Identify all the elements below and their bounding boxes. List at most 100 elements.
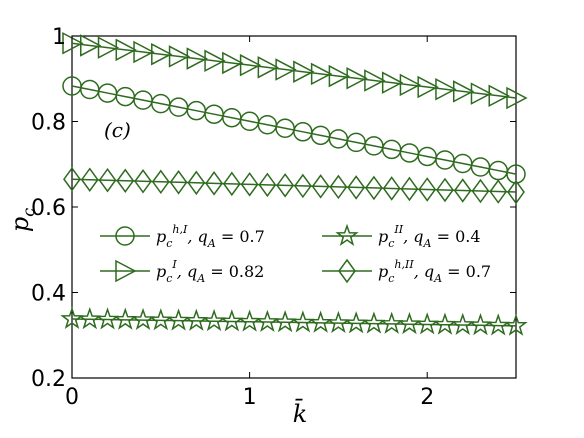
series-triangle-point bbox=[168, 45, 191, 68]
series-star-point bbox=[486, 313, 510, 336]
y-axis-title: pc bbox=[6, 208, 38, 232]
legend-item-triangle: pcI, qA = 0.82 bbox=[100, 258, 264, 285]
legend-label: pch,II, qA = 0.7 bbox=[378, 258, 491, 285]
series-triangle-point bbox=[310, 62, 333, 86]
series-diamond-point bbox=[507, 179, 525, 205]
series-star-point bbox=[237, 309, 262, 332]
y-tick-label: 1 bbox=[52, 25, 66, 50]
series-triangle bbox=[62, 32, 528, 110]
series-diamond-point bbox=[63, 166, 81, 192]
series-star-point bbox=[397, 311, 422, 335]
series-triangle-point bbox=[417, 75, 439, 99]
series-diamond-point bbox=[311, 174, 330, 199]
series-star-point bbox=[308, 310, 333, 333]
series-diamond bbox=[63, 166, 525, 205]
series-triangle-point bbox=[381, 71, 404, 94]
series-diamond-point bbox=[151, 169, 170, 195]
y-tick-label: 0.8 bbox=[31, 111, 66, 136]
series-star-point bbox=[149, 308, 173, 331]
series-triangle-point bbox=[133, 40, 155, 64]
legend-swatch-marker bbox=[115, 226, 135, 246]
series-triangle-point bbox=[186, 47, 208, 70]
series-diamond-point bbox=[134, 168, 152, 194]
series-diamond-point bbox=[169, 170, 188, 195]
series-star-point bbox=[326, 310, 351, 334]
series-diamond-point bbox=[329, 174, 348, 200]
series-star-point bbox=[362, 311, 386, 334]
series-layer bbox=[60, 32, 528, 336]
legend-swatch-marker bbox=[338, 258, 356, 284]
series-diamond-point bbox=[418, 177, 437, 202]
series-diamond-point bbox=[471, 178, 490, 204]
y-axis-title-sub: c bbox=[19, 208, 38, 217]
series-diamond-point bbox=[347, 175, 366, 200]
series-triangle-point bbox=[506, 86, 528, 110]
series-star-point bbox=[184, 308, 209, 331]
series-diamond-point bbox=[222, 171, 241, 197]
series-star-point bbox=[131, 307, 155, 331]
series-circle bbox=[62, 76, 526, 184]
series-star-point bbox=[113, 307, 137, 330]
series-triangle-point bbox=[293, 60, 315, 83]
legend-swatch-marker bbox=[335, 223, 359, 246]
legend-item-circle: pch,I, qA = 0.7 bbox=[100, 223, 265, 250]
series-diamond-point bbox=[489, 179, 508, 204]
series-diamond-point bbox=[187, 170, 206, 196]
series-star-point bbox=[95, 307, 120, 330]
y-tick-label: 0.4 bbox=[31, 282, 66, 307]
series-diamond-point bbox=[400, 176, 419, 202]
x-tick-label: 0 bbox=[65, 385, 79, 410]
series-circle-point bbox=[506, 164, 526, 184]
series-diamond-point bbox=[276, 173, 295, 198]
series-star-point bbox=[344, 311, 368, 334]
y-tick-label: 0.6 bbox=[31, 196, 66, 221]
series-triangle-point bbox=[364, 69, 386, 92]
y-axis-title-main: p bbox=[6, 217, 34, 232]
series-diamond-point bbox=[240, 172, 259, 197]
series-diamond-point bbox=[453, 178, 472, 203]
series-triangle-point bbox=[204, 49, 226, 73]
series-star-point bbox=[78, 306, 102, 330]
series-star-line bbox=[71, 318, 517, 327]
series-star-point bbox=[291, 310, 315, 333]
series-star-point bbox=[220, 309, 244, 332]
series-star-point bbox=[468, 313, 493, 336]
series-star-point bbox=[202, 308, 226, 332]
series-diamond-point bbox=[436, 177, 454, 203]
legend-label: pch,I, qA = 0.7 bbox=[156, 223, 265, 250]
plot-area: 0.2 0.4 0.6 0.8 1 0 1 2 bbox=[31, 25, 528, 410]
series-diamond-point bbox=[293, 173, 312, 199]
series-star-point bbox=[255, 309, 280, 332]
series-triangle-point bbox=[257, 56, 279, 79]
svg-text:pc: pc bbox=[6, 208, 38, 232]
series-diamond-point bbox=[258, 172, 277, 198]
series-diamond-point bbox=[364, 175, 383, 201]
legend: pch,I, qA = 0.7 pcII, qA = 0.4 pcI, qA = 0… bbox=[100, 223, 491, 285]
series-star-point bbox=[166, 308, 191, 331]
legend-label: pcII, qA = 0.4 bbox=[378, 223, 481, 250]
series-triangle-point bbox=[80, 34, 102, 57]
y-tick-label: 0.2 bbox=[31, 367, 66, 392]
series-star bbox=[60, 306, 528, 336]
series-star-point bbox=[504, 313, 528, 336]
series-diamond-point bbox=[116, 168, 135, 194]
series-star-point bbox=[273, 310, 297, 333]
series-triangle-point bbox=[346, 67, 368, 90]
x-tick-label: 1 bbox=[243, 385, 257, 410]
series-triangle-point bbox=[151, 42, 173, 66]
series-triangle-point bbox=[115, 38, 137, 62]
legend-label: pcI, qA = 0.82 bbox=[156, 258, 264, 285]
series-triangle-point bbox=[275, 58, 297, 81]
series-triangle-point bbox=[488, 84, 510, 108]
series-diamond-point bbox=[80, 167, 99, 193]
legend-swatch-marker bbox=[115, 259, 137, 283]
panel-label: (c) bbox=[104, 118, 131, 142]
series-star-point bbox=[415, 312, 439, 335]
series-diamond-point bbox=[205, 171, 224, 196]
series-star-point bbox=[451, 312, 475, 335]
legend-item-star: pcII, qA = 0.4 bbox=[322, 223, 481, 250]
legend-item-diamond: pch,II, qA = 0.7 bbox=[322, 258, 491, 285]
ticks-layer: 0.2 0.4 0.6 0.8 1 0 1 2 bbox=[31, 25, 516, 410]
series-triangle-point bbox=[452, 80, 475, 103]
